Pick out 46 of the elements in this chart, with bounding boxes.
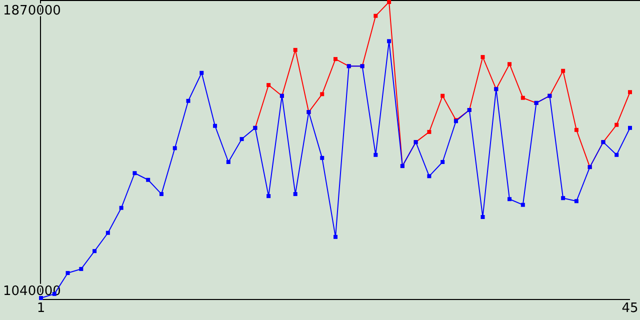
point [440, 94, 445, 98]
point [614, 152, 619, 157]
point [213, 124, 218, 128]
point [266, 83, 271, 88]
point [508, 197, 512, 202]
point [79, 266, 84, 271]
point [320, 92, 324, 96]
point [293, 192, 298, 196]
point [480, 55, 485, 60]
point [266, 194, 271, 198]
point [186, 98, 190, 103]
point [427, 174, 432, 178]
point [119, 206, 124, 210]
point [387, 0, 392, 4]
point [159, 192, 164, 196]
point [146, 178, 150, 182]
point [628, 90, 632, 94]
point [520, 96, 525, 100]
point [66, 271, 70, 276]
point [520, 202, 525, 207]
point [320, 156, 324, 160]
point [226, 160, 230, 164]
point [628, 126, 632, 130]
point [240, 137, 244, 142]
point [561, 68, 566, 73]
point [172, 146, 177, 150]
point [574, 128, 578, 132]
point [374, 14, 378, 18]
point [374, 152, 378, 157]
point [334, 57, 338, 62]
x-tick-label: 1 [36, 301, 46, 316]
x-tick-label: 45 [622, 301, 638, 316]
point [132, 171, 137, 176]
point [387, 39, 392, 44]
point [574, 199, 578, 204]
point [334, 234, 338, 239]
point [561, 196, 566, 200]
point [508, 62, 512, 66]
point [427, 130, 432, 134]
point [293, 48, 298, 52]
point [614, 122, 619, 127]
point [200, 70, 204, 75]
point [106, 230, 110, 235]
point [480, 215, 485, 219]
point [92, 249, 97, 254]
point [440, 160, 445, 164]
